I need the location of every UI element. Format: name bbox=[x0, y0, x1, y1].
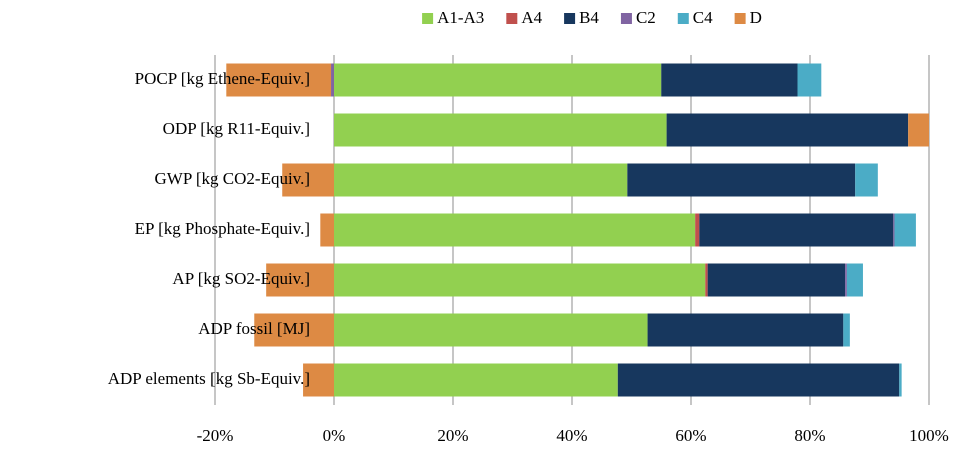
category-label: ODP [kg R11-Equiv.] bbox=[163, 119, 310, 138]
legend-swatch bbox=[506, 13, 518, 24]
bar-segment bbox=[266, 263, 334, 297]
legend-label: D bbox=[750, 8, 762, 27]
legend-label: A1-A3 bbox=[437, 8, 484, 27]
legend-swatch bbox=[677, 13, 689, 24]
legend-swatch bbox=[620, 13, 632, 24]
bar-segment bbox=[334, 213, 696, 247]
bar-segment bbox=[666, 113, 909, 147]
bar-segment bbox=[894, 213, 916, 247]
legend-label: A4 bbox=[521, 8, 542, 27]
bar-segment bbox=[695, 213, 700, 247]
bar-segment bbox=[705, 263, 708, 297]
x-tick-label: 100% bbox=[909, 426, 949, 445]
x-tick-label: 0% bbox=[323, 426, 346, 445]
bar-segment bbox=[899, 363, 902, 397]
bar-segment bbox=[334, 113, 667, 147]
category-label: EP [kg Phosphate-Equiv.] bbox=[135, 219, 310, 238]
bar-segment bbox=[893, 213, 895, 247]
bar-segment bbox=[331, 63, 334, 97]
bar-segment bbox=[845, 263, 847, 297]
bar-segment bbox=[846, 263, 863, 297]
bar-segment bbox=[647, 313, 844, 347]
bar-segment bbox=[303, 363, 334, 397]
category-label: ADP elements [kg Sb-Equiv.] bbox=[108, 369, 310, 388]
bar-segment bbox=[226, 63, 332, 97]
legend-label: C2 bbox=[636, 8, 656, 27]
legend-item: A1-A3 bbox=[422, 8, 484, 27]
bar-segment bbox=[334, 263, 706, 297]
legend-swatch bbox=[734, 13, 746, 24]
legend-item: B4 bbox=[564, 8, 599, 27]
category-label: ADP fossil [MJ] bbox=[198, 319, 310, 338]
legend-item: C4 bbox=[677, 8, 713, 27]
x-tick-label: -20% bbox=[197, 426, 234, 445]
bar-segment bbox=[627, 163, 856, 197]
legend-label: B4 bbox=[579, 8, 599, 27]
bar-segment bbox=[320, 213, 334, 247]
legend-swatch bbox=[422, 13, 434, 24]
category-label: AP [kg SO2-Equiv.] bbox=[172, 269, 310, 288]
bar-segment bbox=[254, 313, 334, 347]
bar-segment bbox=[661, 63, 798, 97]
bar-segment bbox=[699, 213, 894, 247]
x-tick-label: 60% bbox=[675, 426, 706, 445]
legend-swatch bbox=[564, 13, 576, 24]
bar-segment bbox=[843, 313, 850, 347]
x-tick-label: 20% bbox=[437, 426, 468, 445]
category-label: POCP [kg Ethene-Equiv.] bbox=[135, 69, 310, 88]
legend-item: A4 bbox=[506, 8, 543, 27]
bar-segment bbox=[334, 63, 662, 97]
bar-segment bbox=[908, 113, 929, 147]
bar-segment bbox=[617, 363, 900, 397]
legend-label: C4 bbox=[693, 8, 713, 27]
bar-segment bbox=[855, 163, 878, 197]
bar-segment bbox=[707, 263, 846, 297]
bar-segment bbox=[334, 313, 648, 347]
x-tick-label: 40% bbox=[556, 426, 587, 445]
x-tick-label: 80% bbox=[794, 426, 825, 445]
bar-segment bbox=[282, 163, 334, 197]
legend-item: D bbox=[734, 8, 762, 27]
bar-segment bbox=[334, 363, 618, 397]
category-label: GWP [kg CO2-Equiv.] bbox=[155, 169, 311, 188]
bar-segment bbox=[797, 63, 822, 97]
legend-item: C2 bbox=[620, 8, 656, 27]
bar-segment bbox=[334, 163, 628, 197]
